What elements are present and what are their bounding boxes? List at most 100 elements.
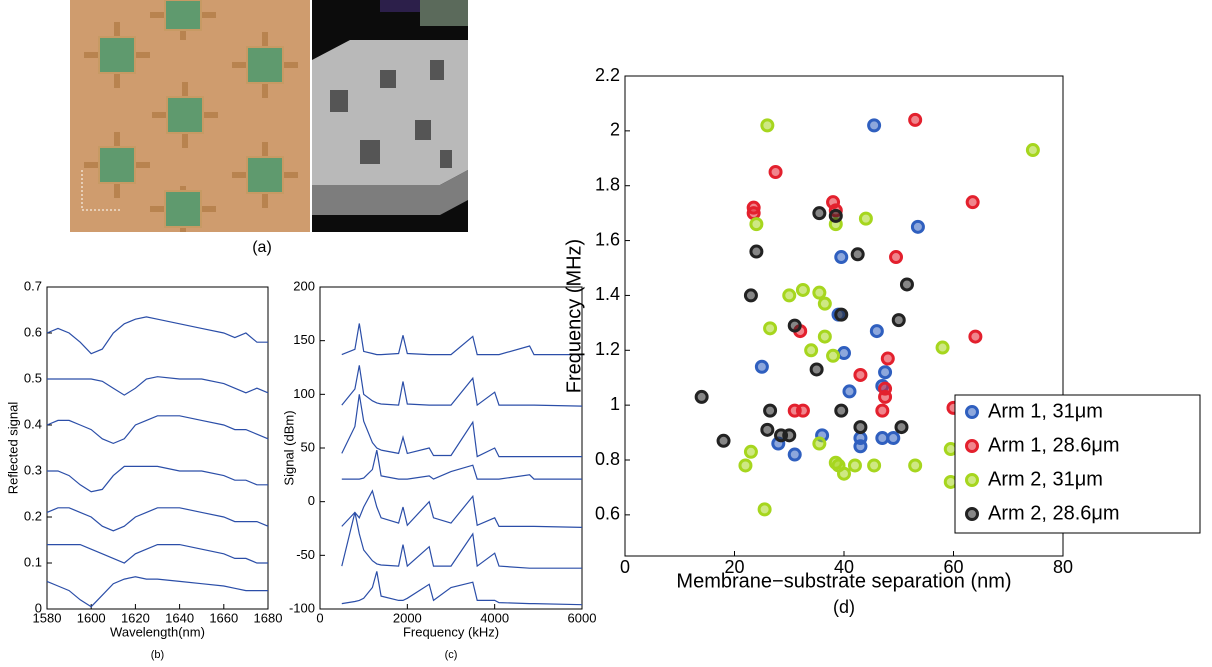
y-tick-label: 2.2 <box>595 65 620 85</box>
y-tick-label: 0.5 <box>24 370 42 385</box>
y-tick-label: 1.6 <box>595 229 620 249</box>
spectrum-line <box>46 415 269 445</box>
spectrum-line <box>46 316 268 355</box>
x-tick-label: 40 <box>834 557 854 577</box>
data-point <box>878 389 893 404</box>
data-point <box>842 384 857 399</box>
data-point <box>853 439 868 454</box>
data-point <box>869 324 884 339</box>
x-tick-label: 4000 <box>480 610 509 625</box>
data-point <box>899 277 914 292</box>
data-point <box>787 318 802 333</box>
plot-frame <box>46 286 269 610</box>
spectrum-line <box>47 376 269 396</box>
data-point <box>878 365 893 380</box>
x-tick-label: 80 <box>1053 557 1073 577</box>
data-point <box>768 165 783 179</box>
y-tick-label: 1.2 <box>595 339 620 359</box>
data-point <box>743 288 758 303</box>
data-point <box>853 367 868 382</box>
data-point <box>787 447 802 462</box>
data-point <box>910 219 925 234</box>
data-point <box>754 359 769 374</box>
y-axis-label: Reflected signal <box>5 402 20 495</box>
y-tick-label: -100 <box>289 600 315 615</box>
data-point <box>817 329 832 344</box>
data-point <box>837 346 851 361</box>
data-point <box>889 250 904 265</box>
x-axis-label: Frequency (kHz) <box>403 624 499 639</box>
y-tick-label: 0.8 <box>595 449 620 469</box>
data-point <box>867 118 882 133</box>
data-point <box>782 288 797 303</box>
data-point <box>1025 143 1040 158</box>
data-point <box>795 403 810 418</box>
spectrum-line <box>46 507 269 532</box>
panel-label: (c) <box>445 649 458 661</box>
legend-label: Arm 2, 28.6μm <box>988 502 1120 524</box>
afm-corner <box>380 0 420 12</box>
data-point <box>795 282 810 297</box>
y-tick-label: 0.6 <box>24 324 42 339</box>
spectrum-line <box>341 489 583 528</box>
y-tick-label: 0.6 <box>595 504 620 524</box>
data-point <box>763 321 778 336</box>
data-point <box>694 389 709 404</box>
y-tick-label: 150 <box>293 332 315 347</box>
y-tick-label: -50 <box>296 547 315 562</box>
spectrum-line <box>47 544 268 564</box>
spectrum-line <box>47 465 268 493</box>
data-point <box>875 431 890 446</box>
legend-marker <box>965 507 979 521</box>
data-point <box>817 296 832 311</box>
data-point <box>757 502 772 517</box>
data-point <box>782 428 797 443</box>
y-tick-label: 0.3 <box>24 462 42 477</box>
data-point <box>743 444 758 459</box>
y-tick-label: 200 <box>293 278 315 293</box>
data-point <box>886 431 901 446</box>
data-point <box>738 458 753 473</box>
data-point <box>716 433 731 448</box>
data-point <box>749 244 764 259</box>
spectrum-line <box>341 323 582 356</box>
data-point <box>763 403 778 418</box>
y-tick-label: 0.4 <box>24 416 42 431</box>
x-tick-label: 1600 <box>77 610 106 625</box>
spectrum-line <box>46 576 268 608</box>
data-point <box>812 436 827 451</box>
data-point <box>749 217 764 232</box>
micrograph-panel: (a) <box>70 0 468 256</box>
x-tick-label: 1660 <box>209 610 238 625</box>
y-tick-label: 1.4 <box>595 284 620 304</box>
legend-box <box>954 394 1201 534</box>
data-point <box>834 403 849 418</box>
spectrum-line <box>341 449 582 480</box>
x-axis-label: Wavelength(nm) <box>110 624 205 639</box>
data-point <box>834 307 849 322</box>
y-tick-label: 0 <box>308 493 315 508</box>
y-axis-label: Frequency (MHz) <box>563 239 585 393</box>
data-point <box>809 362 824 377</box>
afm-pits <box>330 60 452 168</box>
data-point <box>908 112 923 127</box>
x-tick-label: 6000 <box>568 610 597 625</box>
x-tick-label: 0 <box>620 557 630 577</box>
data-point <box>812 206 827 221</box>
x-tick-label: 1680 <box>254 610 283 625</box>
y-axis-label: Signal (dBm) <box>281 410 296 485</box>
data-point <box>760 118 775 133</box>
afm-edge <box>312 170 468 215</box>
data-point <box>858 211 873 226</box>
y-tick-label: 1 <box>610 394 620 414</box>
data-point <box>834 250 849 265</box>
y-tick-label: 0.2 <box>24 508 42 523</box>
scale-bar <box>81 170 120 211</box>
x-tick-label: 2000 <box>393 610 422 625</box>
y-tick-label: 2 <box>610 120 620 140</box>
x-tick-label: 1640 <box>165 610 194 625</box>
data-point <box>812 285 827 300</box>
data-point <box>760 422 775 437</box>
y-tick-label: 0 <box>35 600 42 615</box>
